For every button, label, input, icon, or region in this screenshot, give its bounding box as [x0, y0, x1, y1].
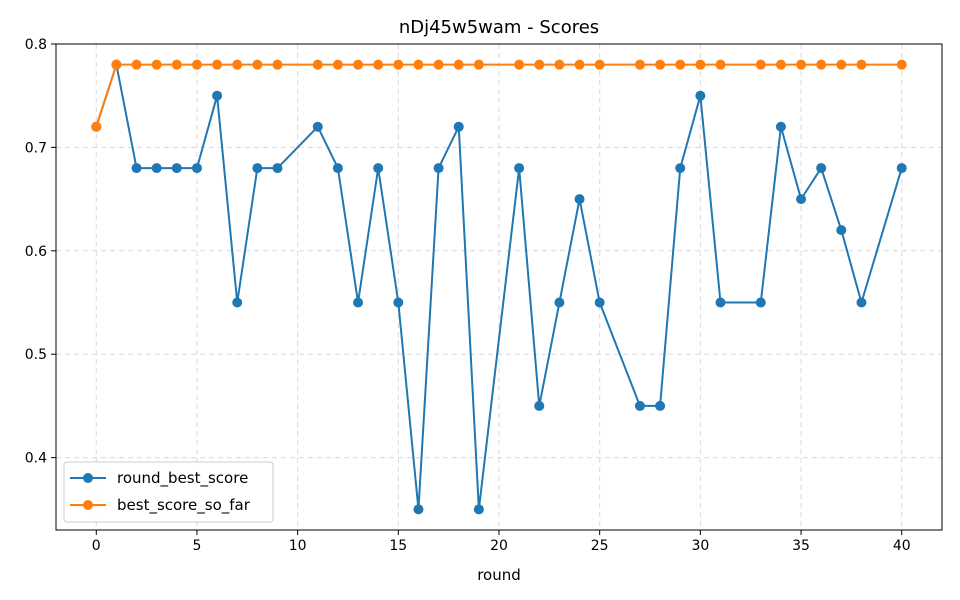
legend-marker-best-score-so-far — [83, 500, 93, 510]
data-point-best-score-so-far — [816, 59, 827, 70]
data-point-round-best-score — [433, 163, 444, 174]
data-point-round-best-score — [594, 297, 605, 308]
series-line-round-best-score — [95, 63, 903, 511]
data-point-best-score-so-far — [856, 59, 867, 70]
series-layer — [91, 59, 907, 515]
x-tick-label: 25 — [591, 538, 609, 554]
data-point-round-best-score — [715, 297, 726, 308]
data-point-best-score-so-far — [91, 121, 102, 132]
data-point-best-score-so-far — [775, 59, 786, 70]
data-point-round-best-score — [675, 163, 686, 174]
data-point-round-best-score — [252, 163, 263, 174]
data-point-best-score-so-far — [453, 59, 464, 70]
data-point-round-best-score — [453, 121, 464, 132]
data-point-best-score-so-far — [312, 59, 323, 70]
data-point-best-score-so-far — [413, 59, 424, 70]
data-point-round-best-score — [634, 400, 645, 411]
y-tick-label: 0.5 — [25, 347, 47, 363]
x-tick-label: 5 — [192, 538, 201, 554]
data-point-best-score-so-far — [272, 59, 283, 70]
legend-box — [63, 461, 274, 523]
legend-label-best-score-so-far: best_score_so_far — [117, 496, 251, 515]
data-point-round-best-score — [856, 297, 867, 308]
x-axis-label: round — [477, 566, 521, 584]
data-point-best-score-so-far — [675, 59, 686, 70]
x-tick-label: 20 — [490, 538, 508, 554]
x-tick-label: 15 — [389, 538, 407, 554]
data-point-round-best-score — [695, 90, 706, 101]
data-point-round-best-score — [836, 225, 847, 236]
data-point-best-score-so-far — [151, 59, 162, 70]
data-point-round-best-score — [332, 163, 343, 174]
y-tick-label: 0.4 — [25, 451, 47, 467]
data-point-round-best-score — [353, 297, 364, 308]
x-tick-label: 40 — [893, 538, 911, 554]
data-point-round-best-score — [796, 194, 807, 205]
data-point-round-best-score — [232, 297, 243, 308]
data-point-round-best-score — [896, 163, 907, 174]
axis-ticks: 0 5 10 15 20 25 30 35 40 0.4 0.5 0.6 0.7 0.8 — [25, 37, 911, 554]
data-point-best-score-so-far — [212, 59, 223, 70]
data-point-best-score-so-far — [634, 59, 645, 70]
data-point-best-score-so-far — [171, 59, 182, 70]
data-point-round-best-score — [514, 163, 525, 174]
data-point-round-best-score — [755, 297, 766, 308]
data-point-best-score-so-far — [393, 59, 404, 70]
data-point-best-score-so-far — [695, 59, 706, 70]
data-point-round-best-score — [151, 163, 162, 174]
data-point-best-score-so-far — [373, 59, 384, 70]
x-tick-label: 35 — [792, 538, 810, 554]
data-point-round-best-score — [775, 121, 786, 132]
data-point-best-score-so-far — [796, 59, 807, 70]
data-point-best-score-so-far — [836, 59, 847, 70]
legend-marker-round-best-score — [83, 473, 93, 483]
data-point-best-score-so-far — [252, 59, 263, 70]
data-point-best-score-so-far — [433, 59, 444, 70]
data-point-best-score-so-far — [715, 59, 726, 70]
data-point-round-best-score — [312, 121, 323, 132]
data-point-best-score-so-far — [554, 59, 565, 70]
data-point-best-score-so-far — [473, 59, 484, 70]
data-point-best-score-so-far — [232, 59, 243, 70]
data-point-round-best-score — [816, 163, 827, 174]
data-point-round-best-score — [171, 163, 182, 174]
data-point-round-best-score — [473, 504, 484, 515]
data-point-best-score-so-far — [111, 59, 122, 70]
data-point-round-best-score — [574, 194, 585, 205]
data-point-best-score-so-far — [574, 59, 585, 70]
data-point-best-score-so-far — [191, 59, 202, 70]
data-point-best-score-so-far — [514, 59, 525, 70]
data-point-best-score-so-far — [534, 59, 545, 70]
data-point-best-score-so-far — [655, 59, 666, 70]
data-point-round-best-score — [534, 400, 545, 411]
legend: round_best_score best_score_so_far — [63, 461, 274, 523]
data-point-best-score-so-far — [594, 59, 605, 70]
data-point-round-best-score — [393, 297, 404, 308]
y-tick-label: 0.8 — [25, 37, 47, 53]
chart-title: nDj45w5wam - Scores — [399, 17, 599, 38]
data-point-round-best-score — [373, 163, 384, 174]
data-point-round-best-score — [131, 163, 142, 174]
x-tick-label: 30 — [691, 538, 709, 554]
data-point-round-best-score — [655, 400, 666, 411]
legend-label-round-best-score: round_best_score — [117, 469, 248, 488]
y-tick-label: 0.6 — [25, 244, 47, 260]
x-tick-label: 10 — [289, 538, 307, 554]
data-point-best-score-so-far — [131, 59, 142, 70]
y-tick-label: 0.7 — [25, 140, 47, 156]
data-point-round-best-score — [413, 504, 424, 515]
data-point-best-score-so-far — [896, 59, 907, 70]
data-point-best-score-so-far — [353, 59, 364, 70]
data-point-round-best-score — [212, 90, 223, 101]
data-point-round-best-score — [191, 163, 202, 174]
data-point-best-score-so-far — [755, 59, 766, 70]
data-point-round-best-score — [554, 297, 565, 308]
data-point-best-score-so-far — [332, 59, 343, 70]
x-tick-label: 0 — [92, 538, 101, 554]
data-point-round-best-score — [272, 163, 283, 174]
